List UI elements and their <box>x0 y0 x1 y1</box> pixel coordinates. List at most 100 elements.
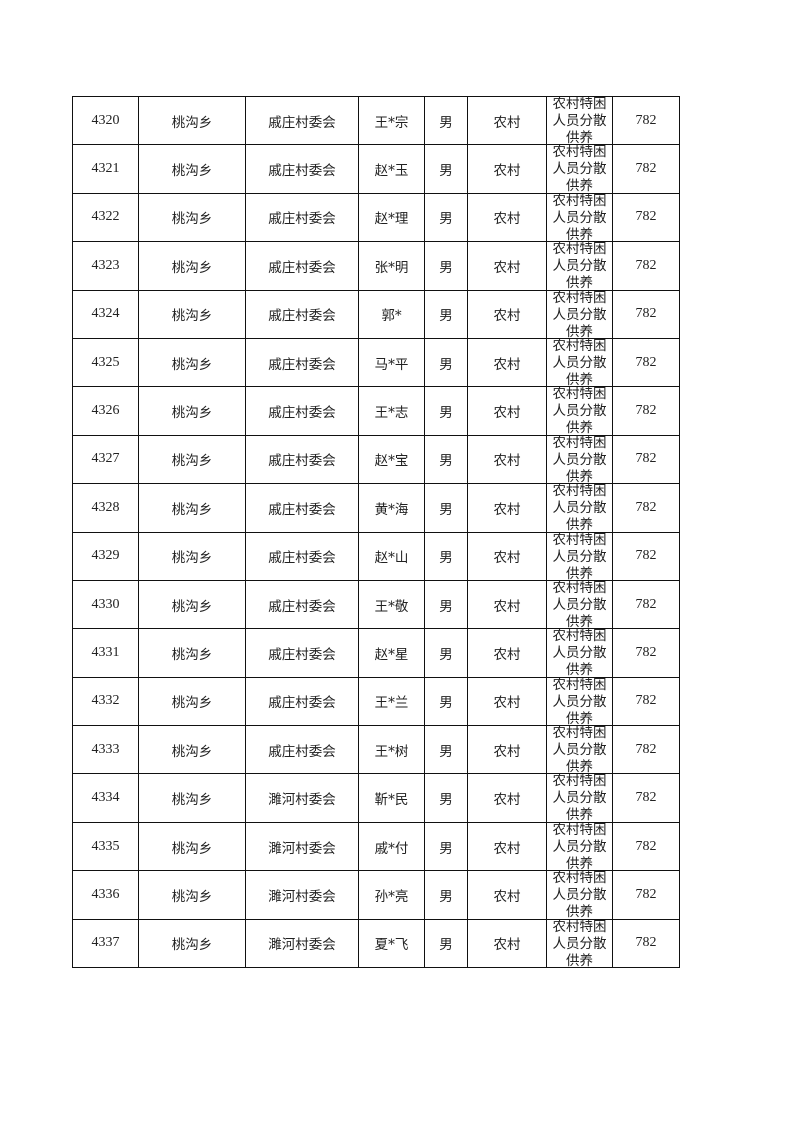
village-cell: 戚庄村委会 <box>245 531 359 581</box>
category-cell: 农村特困人员分散供养 <box>546 579 613 630</box>
household-type-cell: 农村 <box>467 918 547 969</box>
amount-cell: 782 <box>612 628 680 678</box>
town-cell: 桃沟乡 <box>138 386 246 436</box>
town-cell: 桃沟乡 <box>138 144 246 194</box>
category-text: 农村特困人员分散供养 <box>552 870 607 919</box>
row-number: 4324 <box>72 289 139 339</box>
gender-cell: 男 <box>424 241 468 291</box>
amount-cell: 782 <box>612 676 680 727</box>
amount-cell: 782 <box>612 144 680 194</box>
name-cell: 王*宗 <box>358 95 425 146</box>
category-text: 农村特困人员分散供养 <box>552 532 607 580</box>
category-cell: 农村特困人员分散供养 <box>546 192 613 243</box>
village-cell: 戚庄村委会 <box>245 192 359 243</box>
row-number: 4321 <box>72 144 139 194</box>
row-number: 4337 <box>72 918 139 969</box>
town-cell: 桃沟乡 <box>138 337 246 388</box>
household-type-cell: 农村 <box>467 725 547 775</box>
household-type-cell: 农村 <box>467 628 547 678</box>
town-cell: 桃沟乡 <box>138 773 246 823</box>
town-cell: 桃沟乡 <box>138 483 246 533</box>
gender-cell: 男 <box>424 95 468 146</box>
name-cell: 赵*宝 <box>358 434 425 485</box>
category-text: 农村特困人员分散供养 <box>552 144 607 193</box>
name-cell: 黄*海 <box>358 483 425 533</box>
row-number: 4320 <box>72 95 139 146</box>
town-cell: 桃沟乡 <box>138 531 246 581</box>
household-type-cell: 农村 <box>467 773 547 823</box>
category-cell: 农村特困人员分散供养 <box>546 483 613 533</box>
category-cell: 农村特困人员分散供养 <box>546 337 613 388</box>
gender-cell: 男 <box>424 434 468 485</box>
household-type-cell: 农村 <box>467 386 547 436</box>
amount-cell: 782 <box>612 870 680 920</box>
amount-cell: 782 <box>612 579 680 630</box>
category-text: 农村特困人员分散供养 <box>552 193 607 241</box>
name-cell: 王*志 <box>358 386 425 436</box>
village-cell: 戚庄村委会 <box>245 241 359 291</box>
category-text: 农村特困人员分散供养 <box>552 773 607 822</box>
household-type-cell: 农村 <box>467 676 547 727</box>
town-cell: 桃沟乡 <box>138 725 246 775</box>
amount-cell: 782 <box>612 95 680 146</box>
row-number: 4322 <box>72 192 139 243</box>
name-cell: 马*平 <box>358 337 425 388</box>
category-cell: 农村特困人员分散供养 <box>546 676 613 727</box>
household-type-cell: 农村 <box>467 241 547 291</box>
row-number: 4327 <box>72 434 139 485</box>
table-row: 4320 桃沟乡 戚庄村委会 王*宗男农村 农村特困人员分散供养 782 <box>72 95 680 146</box>
village-cell: 濉河村委会 <box>245 773 359 823</box>
category-cell: 农村特困人员分散供养 <box>546 628 613 678</box>
table-row: 4333 桃沟乡 戚庄村委会 王*树男农村 农村特困人员分散供养 782 <box>72 725 680 775</box>
amount-cell: 782 <box>612 337 680 388</box>
category-text: 农村特困人员分散供养 <box>552 919 607 967</box>
amount-cell: 782 <box>612 725 680 775</box>
category-text: 农村特困人员分散供养 <box>552 241 607 290</box>
village-cell: 戚庄村委会 <box>245 628 359 678</box>
town-cell: 桃沟乡 <box>138 676 246 727</box>
gender-cell: 男 <box>424 821 468 872</box>
row-number: 4328 <box>72 483 139 533</box>
household-type-cell: 农村 <box>467 144 547 194</box>
category-cell: 农村特困人员分散供养 <box>546 773 613 823</box>
name-cell: 孙*亮 <box>358 870 425 920</box>
village-cell: 戚庄村委会 <box>245 289 359 339</box>
row-number: 4336 <box>72 870 139 920</box>
amount-cell: 782 <box>612 483 680 533</box>
gender-cell: 男 <box>424 870 468 920</box>
household-type-cell: 农村 <box>467 821 547 872</box>
category-cell: 农村特困人员分散供养 <box>546 95 613 146</box>
row-number: 4333 <box>72 725 139 775</box>
name-cell: 赵*山 <box>358 531 425 581</box>
village-cell: 戚庄村委会 <box>245 434 359 485</box>
household-type-cell: 农村 <box>467 531 547 581</box>
table-row: 4336 桃沟乡 濉河村委会 孙*亮男农村 农村特困人员分散供养 782 <box>72 870 680 920</box>
amount-cell: 782 <box>612 289 680 339</box>
village-cell: 濉河村委会 <box>245 870 359 920</box>
table-row: 4322 桃沟乡 戚庄村委会 赵*理男农村 农村特困人员分散供养 782 <box>72 192 680 243</box>
town-cell: 桃沟乡 <box>138 192 246 243</box>
town-cell: 桃沟乡 <box>138 434 246 485</box>
household-type-cell: 农村 <box>467 289 547 339</box>
category-cell: 农村特困人员分散供养 <box>546 870 613 920</box>
gender-cell: 男 <box>424 725 468 775</box>
village-cell: 濉河村委会 <box>245 821 359 872</box>
name-cell: 赵*玉 <box>358 144 425 194</box>
category-text: 农村特困人员分散供养 <box>552 96 607 144</box>
table-row: 4326 桃沟乡 戚庄村委会 王*志男农村 农村特困人员分散供养 782 <box>72 386 680 436</box>
name-cell: 王*敬 <box>358 579 425 630</box>
category-cell: 农村特困人员分散供养 <box>546 531 613 581</box>
table-row: 4334 桃沟乡 濉河村委会 靳*民男农村 农村特困人员分散供养 782 <box>72 773 680 823</box>
row-number: 4330 <box>72 579 139 630</box>
household-type-cell: 农村 <box>467 483 547 533</box>
village-cell: 濉河村委会 <box>245 918 359 969</box>
name-cell: 郭* <box>358 289 425 339</box>
village-cell: 戚庄村委会 <box>245 144 359 194</box>
household-type-cell: 农村 <box>467 870 547 920</box>
amount-cell: 782 <box>612 386 680 436</box>
amount-cell: 782 <box>612 192 680 243</box>
name-cell: 靳*民 <box>358 773 425 823</box>
gender-cell: 男 <box>424 289 468 339</box>
town-cell: 桃沟乡 <box>138 579 246 630</box>
household-type-cell: 农村 <box>467 337 547 388</box>
